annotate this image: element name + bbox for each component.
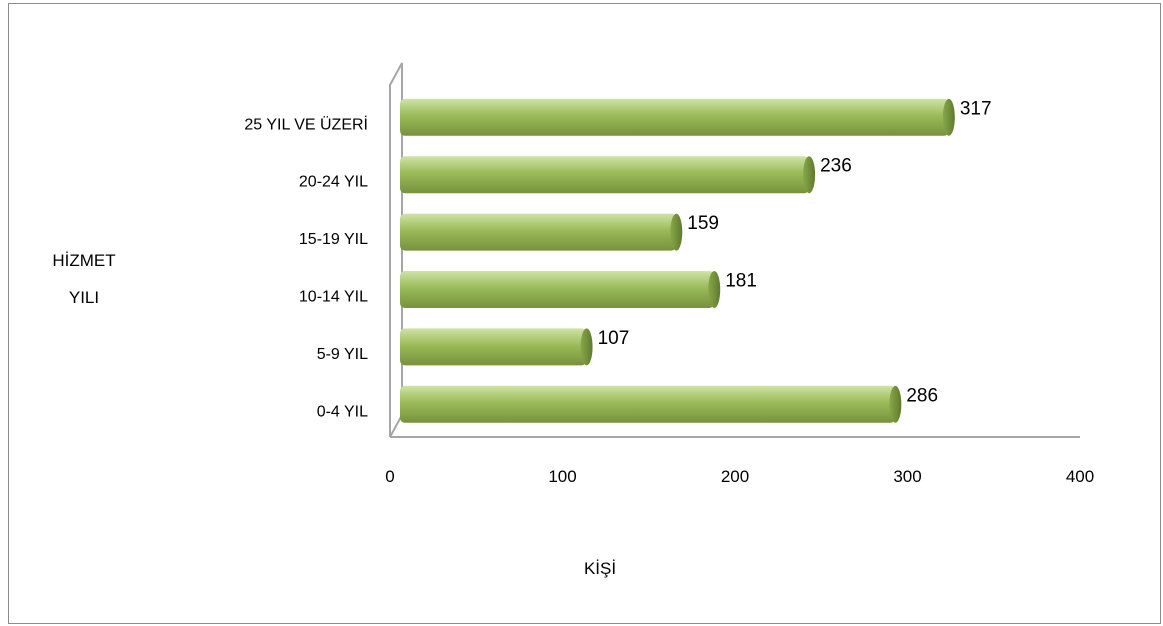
bar-end-cap (803, 156, 816, 194)
bar (400, 328, 593, 366)
bar-end-cap (942, 98, 955, 136)
data-label: 317 (960, 98, 992, 119)
bar-body (400, 385, 896, 423)
x-tick-label: 400 (1066, 467, 1094, 486)
data-label: 181 (725, 271, 757, 292)
category-label: 15-19 YIL (299, 231, 368, 248)
value-axis-title: KİŞİ (584, 559, 616, 578)
bar-body (400, 328, 587, 366)
bar-body (400, 271, 715, 308)
value-axis-tick-labels: 0 100 200 300 400 (385, 467, 1094, 486)
y-axis-title-line-1: HİZMET (52, 251, 115, 270)
bar-end-cap (670, 213, 683, 251)
x-tick-label: 300 (893, 467, 921, 486)
category-label: 10-14 YIL (299, 289, 368, 306)
bar-body (400, 98, 949, 136)
bar (400, 98, 955, 136)
bar (400, 271, 721, 308)
bar (400, 156, 816, 194)
category-label: 5-9 YIL (317, 346, 368, 363)
x-tick-label: 0 (385, 467, 394, 486)
bar (400, 213, 683, 251)
bar-end-cap (889, 385, 902, 423)
bars-group (400, 98, 955, 423)
bar-end-cap (580, 328, 593, 366)
data-label: 286 (906, 385, 938, 406)
x-tick-label: 100 (548, 467, 576, 486)
floor-line (389, 414, 403, 438)
bar-body (400, 213, 677, 251)
data-labels: 286 107 181 159 236 317 (598, 98, 992, 406)
category-label: 20-24 YIL (299, 174, 368, 191)
category-label: 25 YIL VE ÜZERİ (244, 114, 368, 133)
x-axis-title: KİŞİ (584, 559, 616, 578)
data-label: 107 (598, 328, 630, 349)
category-axis-title: HİZMET YILI (52, 251, 115, 307)
y-axis-title-line-2: YILI (69, 288, 99, 307)
bar-end-cap (708, 271, 721, 308)
category-label: 0-4 YIL (317, 403, 368, 420)
category-labels: 0-4 YIL 5-9 YIL 10-14 YIL 15-19 YIL 20-24 YI… (244, 114, 368, 420)
x-tick-label: 200 (721, 467, 749, 486)
bar-body (400, 156, 810, 194)
bar (400, 385, 902, 423)
data-label: 159 (687, 213, 719, 234)
data-label: 236 (820, 156, 852, 177)
